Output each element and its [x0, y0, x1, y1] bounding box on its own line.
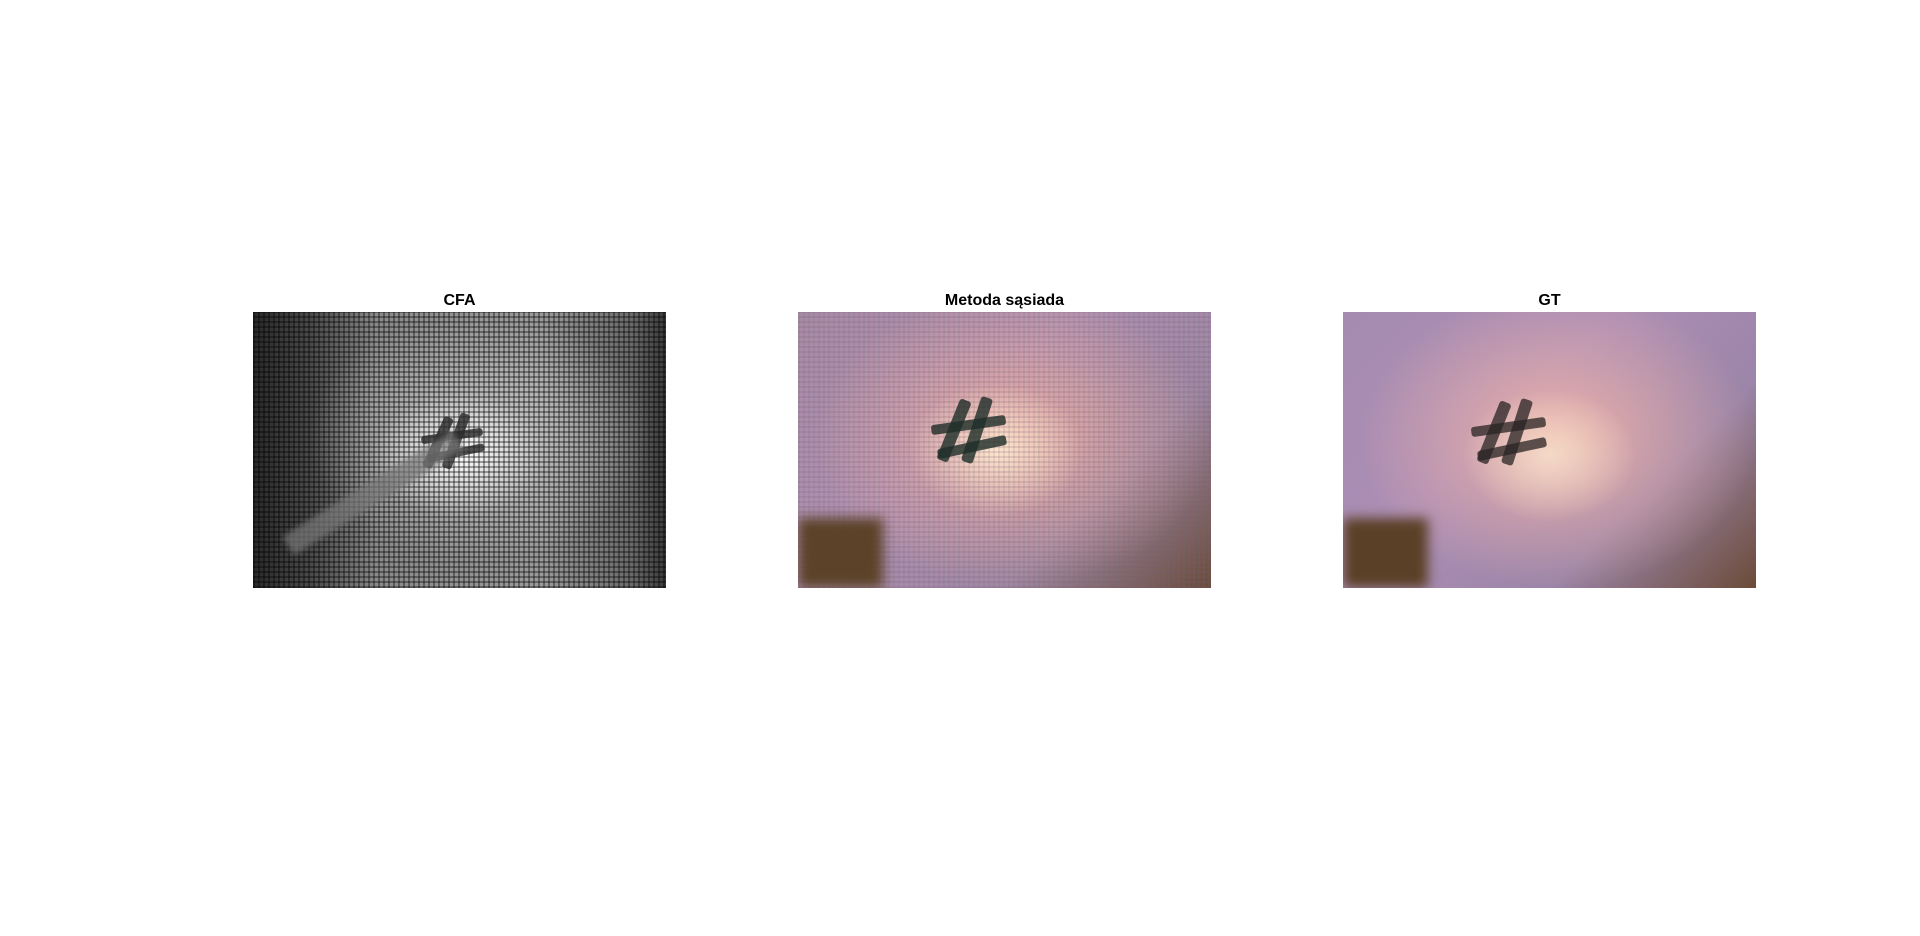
figure-panel-nearest-neighbour: Metoda sąsiada: [798, 290, 1211, 588]
flower-center-mark: [1463, 394, 1558, 479]
flower-center-mark: [413, 407, 493, 477]
nearest-neighbour-image: [798, 312, 1211, 588]
figure-panel-gt: GT: [1343, 290, 1756, 588]
flower-center-mark: [923, 392, 1018, 477]
panel-title: Metoda sąsiada: [944, 292, 1065, 309]
figure-panel-cfa: CFA: [253, 290, 666, 588]
ground-truth-image: [1343, 312, 1756, 588]
cfa-image: [253, 312, 666, 588]
panel-title: GT: [1538, 292, 1561, 309]
panel-title: CFA: [443, 292, 476, 309]
